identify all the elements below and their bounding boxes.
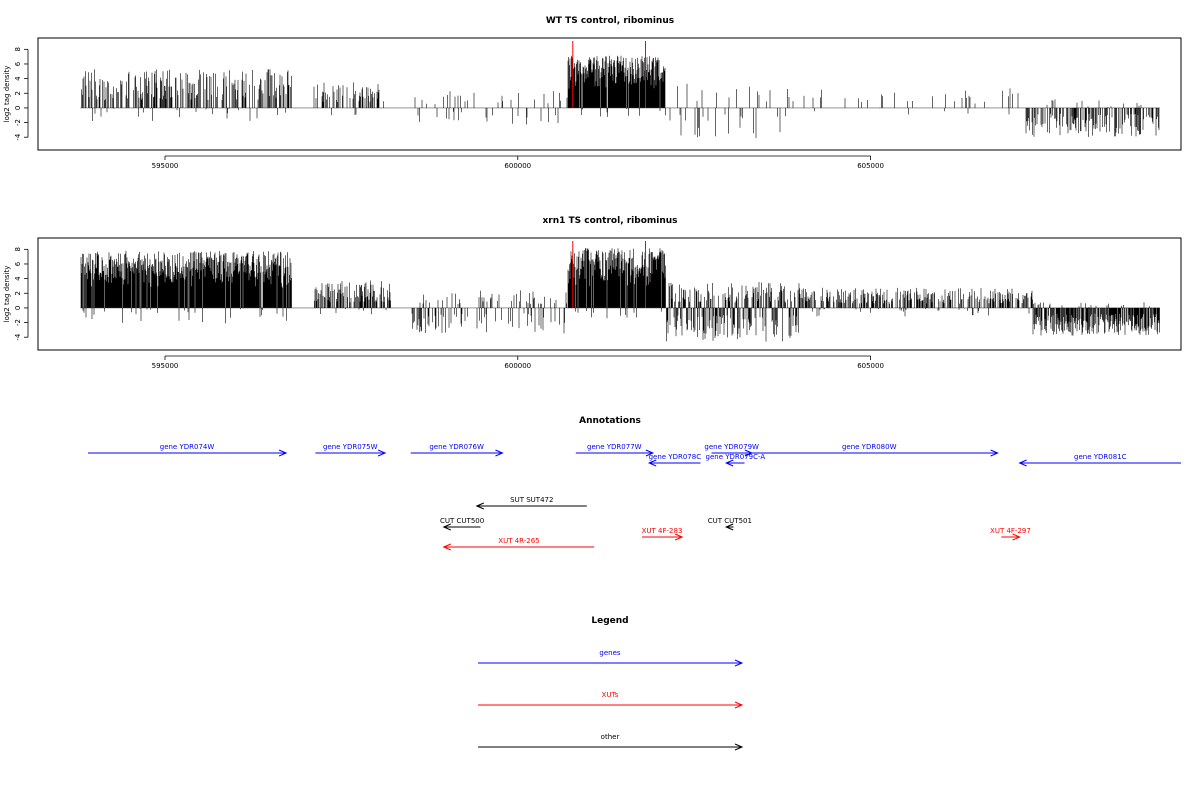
bars-wt	[80, 41, 1160, 139]
legend-arrow-arrowhead	[734, 701, 744, 709]
y-tick-label: 6	[14, 261, 22, 266]
y-tick-label: 0	[14, 306, 22, 310]
x-tick-label: 605000	[857, 162, 884, 170]
wt-panel: WT TS control, ribominus log2 tag densit…	[3, 16, 1182, 170]
annotation-label: XUT 4F-283	[642, 527, 683, 535]
annotation-feature: gene YDR079C-A	[706, 453, 766, 467]
legend-label: other	[601, 733, 620, 741]
panel-title-xrn1: xrn1 TS control, ribominus	[542, 216, 677, 226]
annotation-arrow-arrowhead	[990, 449, 999, 457]
annotation-feature: gene YDR074W	[88, 443, 288, 457]
annotation-arrow-arrowhead	[1018, 459, 1027, 467]
x-tick-label: 605000	[857, 362, 884, 370]
annotation-label: gene YDR080W	[842, 443, 897, 451]
legend-label: XUTs	[602, 691, 619, 699]
annotation-feature: gene YDR075W	[315, 443, 387, 457]
annotation-items: gene YDR074W gene YDR075W gene YDR076W gene…	[88, 443, 1181, 551]
annotation-arrow-arrowhead	[442, 543, 451, 551]
annotation-label: SUT SUT472	[510, 496, 553, 504]
y-axis-wt: -4 -2 0 2 4 6 8	[14, 47, 29, 141]
legend-title: Legend	[591, 616, 628, 626]
legend-items: genes XUTs other	[478, 649, 744, 751]
annotation-label: gene YDR081C	[1074, 453, 1127, 461]
x-tick-label: 600000	[504, 162, 531, 170]
annotation-label: CUT CUT500	[440, 517, 484, 525]
y-tick-label: 0	[14, 106, 22, 110]
annotations-panel: Annotations gene YDR074W gene YDR075W gene…	[88, 416, 1181, 551]
annotation-label: XUT 4R-265	[498, 537, 539, 545]
ylabel-xrn1: log2 tag density	[3, 266, 11, 323]
annotation-arrow-arrowhead	[645, 449, 655, 457]
x-axis-xrn1: 595000 600000 605000	[152, 355, 884, 370]
annotation-label: gene YDR079C-A	[706, 453, 766, 461]
y-tick-label: 4	[14, 276, 22, 281]
y-tick-label: -2	[14, 119, 22, 126]
y-tick-label: 8	[14, 47, 22, 51]
annotation-label: gene YDR079W	[704, 443, 759, 451]
legend-item: other	[478, 733, 744, 751]
density-bars	[81, 55, 1160, 139]
y-tick-label: 2	[14, 91, 22, 95]
y-tick-label: 2	[14, 291, 22, 295]
x-tick-label: 600000	[504, 362, 531, 370]
annotation-feature: gene YDR081C	[1018, 453, 1181, 467]
annotation-arrow-arrowhead	[724, 523, 734, 531]
annotation-label: gene YDR077W	[587, 443, 642, 451]
annotation-arrow-arrowhead	[495, 449, 504, 457]
annotation-feature: SUT SUT472	[475, 496, 587, 510]
y-tick-label: -4	[14, 133, 22, 141]
legend: Legend genes XUTs other	[478, 616, 744, 751]
y-tick-label: 4	[14, 76, 22, 81]
annotation-label: gene YDR074W	[160, 443, 215, 451]
x-tick-label: 595000	[152, 362, 179, 370]
y-tick-label: 6	[14, 61, 22, 66]
annotation-feature: CUT CUT500	[440, 517, 484, 531]
annotation-arrow-arrowhead	[475, 502, 484, 510]
annotation-arrow-arrowhead	[1012, 533, 1021, 541]
annotation-arrow-arrowhead	[442, 523, 451, 531]
y-tick-label: -4	[14, 333, 22, 341]
legend-item: genes	[478, 649, 744, 667]
annotation-arrow-arrowhead	[278, 449, 288, 457]
annotation-label: gene YDR075W	[323, 443, 378, 451]
y-axis-xrn1: -4 -2 0 2 4 6 8	[14, 247, 29, 341]
annotation-arrow-arrowhead	[377, 449, 387, 457]
x-tick-label: 595000	[152, 162, 179, 170]
density-bars	[80, 248, 1160, 342]
annotation-label: gene YDR078C	[649, 453, 702, 461]
annotation-label: XUT 4F-297	[990, 527, 1031, 535]
bars-xrn1	[80, 241, 1160, 342]
annotation-feature: gene YDR080W	[740, 443, 999, 457]
annotation-feature: XUT 4F-283	[642, 527, 684, 541]
y-tick-label: 8	[14, 247, 22, 251]
legend-arrow-arrowhead	[734, 659, 744, 667]
annotation-feature: CUT CUT501	[708, 517, 752, 531]
ylabel-wt: log2 tag density	[3, 66, 11, 123]
legend-arrow-arrowhead	[734, 743, 744, 751]
annotation-feature: gene YDR076W	[410, 443, 504, 457]
annotation-feature: XUT 4R-265	[442, 537, 595, 551]
panel-title-wt: WT TS control, ribominus	[546, 16, 674, 26]
legend-label: genes	[599, 649, 620, 657]
annotation-arrow-arrowhead	[647, 459, 657, 467]
xrn1-panel: xrn1 TS control, ribominus log2 tag dens…	[3, 216, 1182, 370]
annotations-title: Annotations	[579, 416, 641, 426]
x-axis-wt: 595000 600000 605000	[152, 155, 884, 170]
plot-frame-wt	[37, 37, 1182, 151]
legend-item: XUTs	[478, 691, 744, 709]
plot-frame-xrn1	[37, 237, 1182, 351]
annotation-label: gene YDR076W	[429, 443, 484, 451]
annotation-feature: gene YDR078C	[647, 453, 702, 467]
annotation-arrow-arrowhead	[724, 459, 734, 467]
y-tick-label: -2	[14, 319, 22, 326]
annotation-feature: gene YDR077W	[575, 443, 655, 457]
annotation-label: CUT CUT501	[708, 517, 752, 525]
annotation-arrow-arrowhead	[674, 533, 684, 541]
annotation-feature: XUT 4F-297	[990, 527, 1031, 541]
